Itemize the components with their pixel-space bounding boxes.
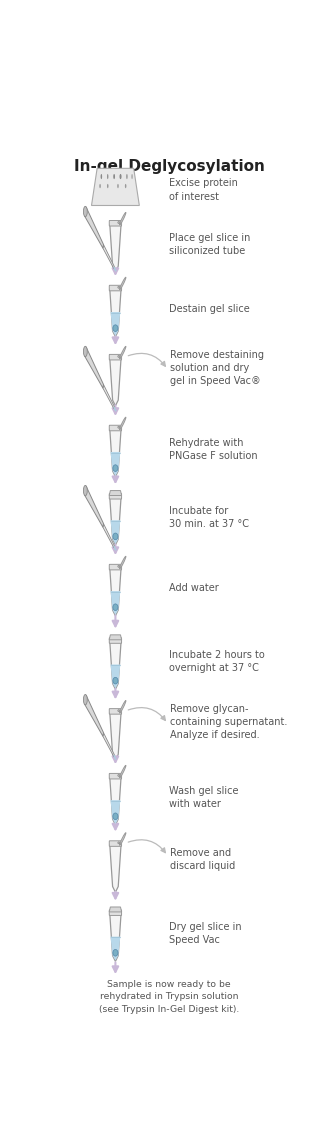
Text: Remove and
discard liquid: Remove and discard liquid bbox=[170, 848, 236, 871]
Polygon shape bbox=[110, 845, 121, 892]
FancyBboxPatch shape bbox=[109, 425, 121, 431]
Text: Sample is now ready to be
rehydrated in Trypsin solution
(see Trypsin In-Gel Dig: Sample is now ready to be rehydrated in … bbox=[99, 980, 239, 1013]
Ellipse shape bbox=[126, 174, 128, 180]
Ellipse shape bbox=[119, 174, 121, 180]
Ellipse shape bbox=[113, 465, 118, 471]
Text: Destain gel slice: Destain gel slice bbox=[169, 304, 250, 314]
Ellipse shape bbox=[119, 700, 126, 714]
Polygon shape bbox=[111, 312, 120, 335]
Ellipse shape bbox=[113, 813, 118, 819]
Ellipse shape bbox=[83, 486, 87, 496]
Polygon shape bbox=[111, 664, 120, 688]
Ellipse shape bbox=[119, 765, 126, 778]
Ellipse shape bbox=[118, 842, 120, 844]
Ellipse shape bbox=[118, 774, 120, 776]
FancyBboxPatch shape bbox=[109, 773, 121, 779]
Text: In-gel Deglycosylation: In-gel Deglycosylation bbox=[74, 159, 265, 174]
Ellipse shape bbox=[113, 678, 118, 684]
Text: Remove glycan-
containing supernatant.
Analyze if desired.: Remove glycan- containing supernatant. A… bbox=[170, 703, 288, 741]
Polygon shape bbox=[109, 907, 122, 912]
Ellipse shape bbox=[119, 557, 126, 569]
FancyBboxPatch shape bbox=[109, 709, 121, 715]
Text: Incubate for
30 min. at 37 °C: Incubate for 30 min. at 37 °C bbox=[169, 506, 249, 528]
Ellipse shape bbox=[119, 347, 126, 359]
Ellipse shape bbox=[113, 533, 118, 540]
Polygon shape bbox=[111, 800, 120, 824]
Polygon shape bbox=[110, 497, 121, 545]
Ellipse shape bbox=[113, 325, 118, 331]
Polygon shape bbox=[103, 524, 114, 548]
Ellipse shape bbox=[113, 174, 115, 180]
Polygon shape bbox=[111, 937, 120, 960]
Ellipse shape bbox=[118, 356, 120, 358]
Text: Remove destaining
solution and dry
gel in Speed Vac®: Remove destaining solution and dry gel i… bbox=[170, 350, 264, 386]
Polygon shape bbox=[110, 913, 121, 962]
Ellipse shape bbox=[83, 206, 87, 217]
Polygon shape bbox=[110, 358, 121, 406]
Polygon shape bbox=[84, 486, 104, 527]
Polygon shape bbox=[109, 635, 122, 640]
Ellipse shape bbox=[99, 184, 101, 188]
Polygon shape bbox=[84, 696, 104, 736]
Ellipse shape bbox=[113, 604, 118, 610]
Ellipse shape bbox=[118, 565, 120, 568]
Ellipse shape bbox=[119, 212, 126, 226]
Ellipse shape bbox=[101, 174, 102, 180]
Polygon shape bbox=[84, 347, 104, 388]
Polygon shape bbox=[111, 591, 120, 615]
Polygon shape bbox=[110, 429, 121, 477]
Text: Excise protein
of interest: Excise protein of interest bbox=[169, 178, 238, 202]
Polygon shape bbox=[111, 521, 120, 544]
Ellipse shape bbox=[118, 221, 120, 223]
Polygon shape bbox=[91, 168, 139, 205]
FancyBboxPatch shape bbox=[109, 910, 121, 916]
Polygon shape bbox=[110, 289, 121, 337]
Ellipse shape bbox=[132, 174, 133, 180]
Polygon shape bbox=[109, 490, 122, 496]
Polygon shape bbox=[103, 385, 114, 408]
Ellipse shape bbox=[118, 426, 120, 429]
Text: Wash gel slice
with water: Wash gel slice with water bbox=[169, 785, 239, 809]
FancyBboxPatch shape bbox=[109, 637, 121, 643]
Polygon shape bbox=[103, 245, 114, 269]
Polygon shape bbox=[111, 452, 120, 476]
Ellipse shape bbox=[113, 949, 118, 956]
FancyBboxPatch shape bbox=[109, 564, 121, 570]
Ellipse shape bbox=[119, 277, 126, 289]
Polygon shape bbox=[110, 568, 121, 616]
Text: Incubate 2 hours to
overnight at 37 °C: Incubate 2 hours to overnight at 37 °C bbox=[169, 650, 265, 673]
Text: Add water: Add water bbox=[169, 583, 219, 594]
Ellipse shape bbox=[107, 174, 108, 180]
Text: Rehydrate with
PNGase F solution: Rehydrate with PNGase F solution bbox=[169, 438, 258, 461]
FancyBboxPatch shape bbox=[109, 285, 121, 291]
FancyBboxPatch shape bbox=[109, 221, 121, 226]
Text: Dry gel slice in
Speed Vac: Dry gel slice in Speed Vac bbox=[169, 922, 242, 946]
Polygon shape bbox=[84, 208, 104, 248]
FancyBboxPatch shape bbox=[109, 494, 121, 499]
Ellipse shape bbox=[125, 184, 126, 188]
Polygon shape bbox=[110, 778, 121, 825]
Polygon shape bbox=[110, 642, 121, 689]
Ellipse shape bbox=[118, 286, 120, 288]
Text: Place gel slice in
siliconized tube: Place gel slice in siliconized tube bbox=[169, 232, 250, 256]
FancyBboxPatch shape bbox=[109, 840, 121, 846]
Polygon shape bbox=[103, 733, 114, 757]
Polygon shape bbox=[110, 224, 121, 272]
Ellipse shape bbox=[119, 833, 126, 845]
Ellipse shape bbox=[107, 184, 109, 188]
Ellipse shape bbox=[83, 695, 87, 705]
Ellipse shape bbox=[118, 710, 120, 711]
Ellipse shape bbox=[119, 417, 126, 430]
FancyBboxPatch shape bbox=[109, 355, 121, 360]
Polygon shape bbox=[110, 712, 121, 760]
Ellipse shape bbox=[117, 184, 119, 188]
Ellipse shape bbox=[83, 347, 87, 357]
